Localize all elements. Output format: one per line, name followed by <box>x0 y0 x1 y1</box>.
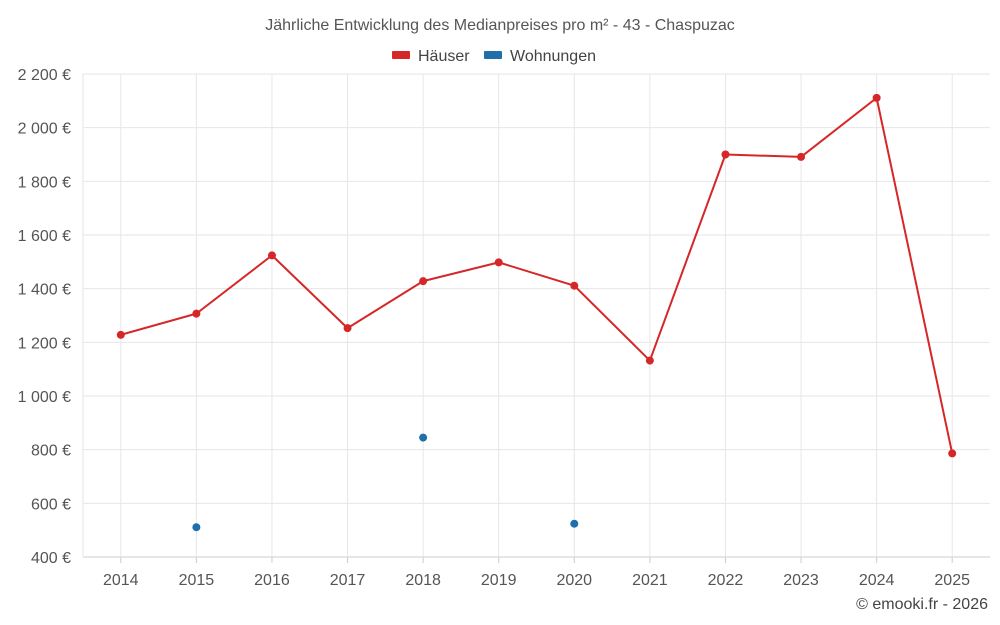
x-tick-label: 2025 <box>934 572 970 589</box>
data-point-wohnungen-2015[interactable] <box>192 523 201 532</box>
y-tick-label: 1 000 € <box>18 389 71 406</box>
y-tick-label: 400 € <box>31 550 71 567</box>
series <box>116 93 957 532</box>
x-tick-label: 2018 <box>405 572 441 589</box>
x-tick-label: 2022 <box>708 572 744 589</box>
legend-label-haeuser: Häuser <box>418 48 470 65</box>
data-point-haeuser-2019[interactable] <box>494 258 503 267</box>
x-tick-label: 2021 <box>632 572 668 589</box>
y-tick-label: 1 800 € <box>18 174 71 191</box>
legend-label-wohnungen: Wohnungen <box>510 48 596 65</box>
x-tick-label: 2019 <box>481 572 517 589</box>
legend-swatch-haeuser <box>392 51 410 59</box>
legend-swatch-wohnungen <box>484 51 502 59</box>
credit-text: © emooki.fr - 2026 <box>856 596 988 613</box>
data-point-haeuser-2020[interactable] <box>570 281 579 290</box>
data-point-haeuser-2023[interactable] <box>797 152 806 161</box>
data-point-haeuser-2015[interactable] <box>192 309 201 318</box>
x-tick-label: 2020 <box>556 572 592 589</box>
y-tick-label: 800 € <box>31 443 71 460</box>
y-tick-label: 600 € <box>31 496 71 513</box>
y-tick-label: 1 600 € <box>18 228 71 245</box>
data-point-haeuser-2016[interactable] <box>267 251 276 260</box>
x-tick-label: 2023 <box>783 572 819 589</box>
grid <box>82 73 990 558</box>
y-tick-label: 1 400 € <box>18 282 71 299</box>
data-point-haeuser-2024[interactable] <box>872 93 881 102</box>
legend-item-wohnungen[interactable]: Wohnungen <box>484 48 596 65</box>
x-tick-label: 2017 <box>330 572 366 589</box>
data-point-haeuser-2014[interactable] <box>116 330 125 339</box>
y-tick-label: 2 200 € <box>18 67 71 84</box>
x-tick-label: 2016 <box>254 572 290 589</box>
data-point-haeuser-2018[interactable] <box>419 277 428 286</box>
x-tick-label: 2024 <box>859 572 895 589</box>
data-point-wohnungen-2020[interactable] <box>570 519 579 528</box>
x-tick-label: 2014 <box>103 572 139 589</box>
y-axis-ticks: 400 € 600 € 800 € 1 000 € 1 200 € 1 400 € 1 60… <box>18 67 71 567</box>
x-tick-label: 2015 <box>179 572 215 589</box>
y-tick-label: 1 200 € <box>18 335 71 352</box>
legend: Häuser Wohnungen <box>392 48 596 65</box>
y-tick-label: 2 000 € <box>18 121 71 138</box>
x-axis-ticks: 2014 2015 2016 2017 2018 2019 2020 2021 2022 2023… <box>103 557 970 589</box>
legend-item-haeuser[interactable]: Häuser <box>392 48 470 65</box>
chart-title: Jährliche Entwicklung des Medianpreises … <box>265 17 735 34</box>
data-point-wohnungen-2018[interactable] <box>419 433 428 442</box>
data-point-haeuser-2022[interactable] <box>721 150 730 159</box>
data-point-haeuser-2025[interactable] <box>948 449 957 458</box>
series-line-haeuser <box>120 96 954 454</box>
data-point-haeuser-2017[interactable] <box>343 324 352 333</box>
data-point-haeuser-2021[interactable] <box>645 356 654 365</box>
